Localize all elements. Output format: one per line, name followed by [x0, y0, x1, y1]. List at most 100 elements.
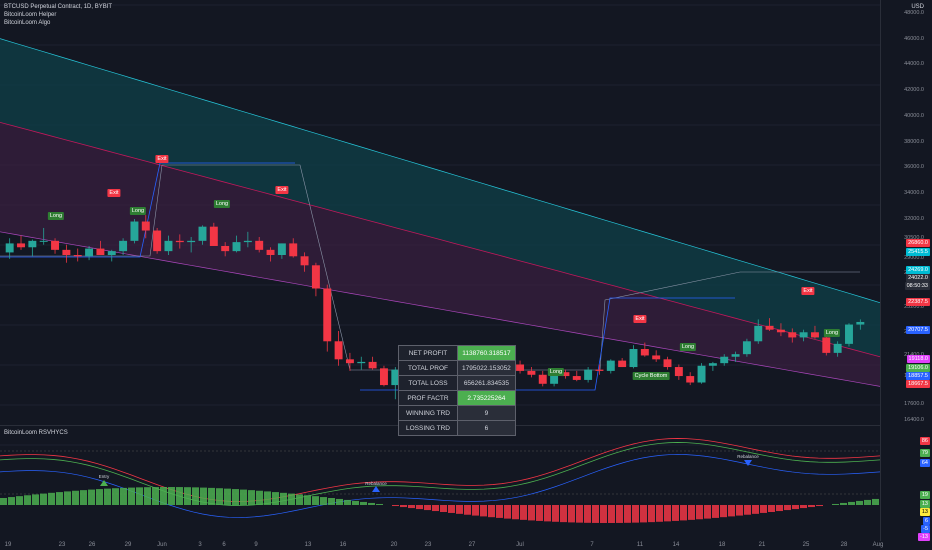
- stats-label: TOTAL PROF: [398, 360, 458, 376]
- osc-histogram-bar: [344, 499, 351, 505]
- long-signal-tag[interactable]: Long: [823, 329, 841, 337]
- date-tick: Aug: [872, 542, 884, 548]
- oscillator-badge: 6: [922, 517, 930, 525]
- osc-green-line: [0, 442, 881, 506]
- candle-body: [39, 240, 48, 242]
- exit-signal-tag[interactable]: Exit: [801, 287, 815, 295]
- date-tick: 9: [254, 542, 258, 548]
- candle-body: [776, 329, 785, 333]
- date-tick: 28: [840, 542, 848, 548]
- price-tick: 34000.0: [904, 190, 924, 197]
- candle-body: [198, 226, 207, 241]
- osc-histogram-bar: [40, 493, 47, 505]
- oscillator-badge: 19: [919, 491, 930, 499]
- date-tick: 6: [222, 542, 226, 548]
- osc-histogram-bar: [184, 487, 191, 505]
- candle-body: [266, 249, 275, 255]
- long-signal-tag[interactable]: Long: [129, 207, 147, 215]
- candle-body: [391, 369, 400, 386]
- osc-histogram-bar: [152, 487, 159, 505]
- stats-row: LOSSING TRD 6: [398, 420, 516, 436]
- osc-histogram-bar: [288, 493, 295, 505]
- stats-label: NET PROFIT: [398, 345, 458, 361]
- candle-body: [119, 240, 128, 252]
- date-tick: 20: [390, 542, 398, 548]
- long-signal-tag[interactable]: Long: [213, 200, 231, 208]
- stats-value: 656261.834535: [457, 375, 516, 391]
- candle-body: [221, 245, 230, 252]
- date-tick: 19: [4, 542, 12, 548]
- exit-signal-tag[interactable]: Exit: [275, 186, 289, 194]
- osc-histogram-bar: [688, 505, 695, 520]
- osc-histogram-bar: [240, 489, 247, 505]
- stats-row: TOTAL PROF 1795022.153052: [398, 360, 516, 376]
- candle-body: [686, 376, 695, 383]
- candle-body: [300, 256, 309, 266]
- exit-signal-tag[interactable]: Exit: [107, 189, 121, 197]
- osc-histogram-bar: [16, 496, 23, 505]
- osc-histogram-bar: [752, 505, 759, 514]
- price-badge: 26860.0: [906, 239, 930, 247]
- upper-band-line: [0, 38, 881, 303]
- osc-histogram-bar: [608, 505, 615, 523]
- candle-body: [822, 337, 831, 353]
- candle-body: [277, 243, 286, 255]
- osc-histogram-bar: [320, 497, 327, 505]
- candle-body: [516, 364, 525, 371]
- long-signal-tag[interactable]: Long: [47, 212, 65, 220]
- long-signal-tag[interactable]: Long: [679, 343, 697, 351]
- mid-band-line: [0, 121, 881, 358]
- stats-row: WINNING TRD 9: [398, 405, 516, 421]
- osc-histogram-bar: [88, 489, 95, 505]
- candle-body: [289, 243, 298, 257]
- candle-body: [255, 240, 264, 250]
- exit-signal-tag[interactable]: Exit: [155, 155, 169, 163]
- osc-histogram-bar: [592, 505, 599, 523]
- candle-body: [5, 243, 14, 253]
- osc-histogram-bar: [576, 505, 583, 523]
- osc-histogram-bar: [736, 505, 743, 516]
- osc-histogram-bar: [872, 498, 879, 505]
- osc-histogram-bar: [784, 505, 791, 511]
- candle-body: [561, 372, 570, 377]
- long-signal-tag[interactable]: Long: [547, 368, 565, 376]
- osc-histogram-bar: [64, 491, 71, 505]
- oscillator-legend[interactable]: BitcoinLoom RSVHYCS: [4, 430, 68, 436]
- osc-histogram-bar: [232, 489, 239, 505]
- price-badge: 22387.5: [906, 298, 930, 306]
- currency-label[interactable]: USD: [911, 4, 924, 10]
- candle-body: [357, 361, 366, 364]
- candle-body: [640, 349, 649, 356]
- osc-histogram-bar: [264, 491, 271, 505]
- date-tick: 18: [718, 542, 726, 548]
- osc-histogram-bar: [760, 505, 767, 513]
- osc-histogram-bar: [432, 505, 439, 512]
- osc-histogram-bar: [496, 505, 503, 518]
- cycle-bottom-tag[interactable]: Cycle Bottom: [632, 372, 670, 380]
- osc-histogram-bar: [600, 505, 607, 523]
- osc-histogram-bar: [504, 505, 511, 519]
- oscillator-badge: 79: [919, 449, 930, 457]
- candle-body: [708, 363, 717, 366]
- osc-histogram-bar: [296, 494, 303, 505]
- osc-histogram-bar: [336, 498, 343, 505]
- osc-histogram-bar: [648, 505, 655, 523]
- candle-body: [550, 372, 559, 384]
- indicator-legend-helper[interactable]: BitcoinLoom Helper: [4, 12, 57, 18]
- candle-body: [595, 369, 604, 371]
- exit-signal-tag[interactable]: Exit: [633, 315, 647, 323]
- osc-histogram-bar: [624, 505, 631, 523]
- date-tick: 3: [198, 542, 202, 548]
- date-tick: 11: [636, 542, 644, 548]
- osc-histogram-bar: [304, 495, 311, 505]
- osc-histogram-bar: [32, 494, 39, 505]
- indicator-legend-algo[interactable]: BitcoinLoom Algo: [4, 20, 51, 26]
- symbol-legend[interactable]: BTCUSD Perpetual Contract, 1D, BYBIT: [4, 4, 113, 10]
- candle-body: [788, 332, 797, 338]
- candle-body: [538, 374, 547, 384]
- date-tick: 21: [758, 542, 766, 548]
- price-badge: 18857.5: [906, 372, 930, 380]
- osc-histogram-bar: [160, 487, 167, 505]
- candle-body: [833, 343, 842, 353]
